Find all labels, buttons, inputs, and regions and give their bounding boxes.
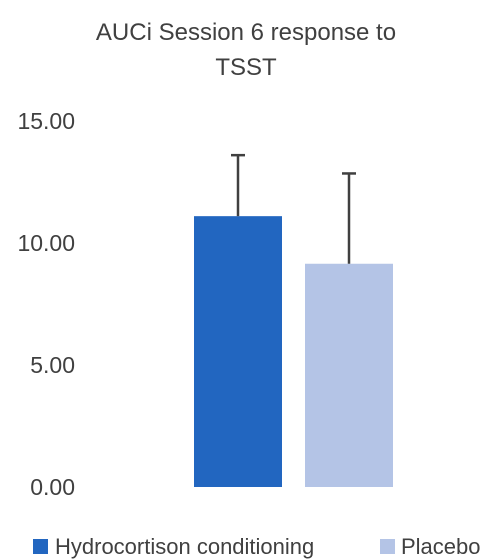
bar-hydrocortison bbox=[194, 216, 282, 487]
legend-label-hydrocortison: Hydrocortison conditioning bbox=[55, 534, 314, 559]
chart-title-line-1: AUCi Session 6 response to bbox=[96, 19, 396, 46]
legend-swatch-hydrocortison bbox=[33, 539, 48, 554]
error-bar-placebo bbox=[342, 172, 356, 264]
y-tick-label: 5.00 bbox=[30, 352, 75, 378]
legend-swatch-placebo bbox=[380, 539, 395, 554]
bars bbox=[194, 216, 393, 487]
legend-label-placebo: Placebo bbox=[401, 534, 481, 559]
legend: Hydrocortison conditioning Placebo bbox=[33, 534, 481, 559]
chart-title-line-2: TSST bbox=[215, 54, 277, 81]
error-bars bbox=[231, 153, 356, 264]
error-bar-hydrocortison bbox=[231, 153, 245, 217]
chart-title: AUCi Session 6 response to TSST bbox=[96, 19, 396, 81]
y-tick-label: 15.00 bbox=[17, 108, 75, 134]
y-tick-label: 10.00 bbox=[17, 230, 75, 256]
y-axis-tick-labels: 0.00 5.00 10.00 15.00 bbox=[17, 108, 75, 500]
y-tick-label: 0.00 bbox=[30, 474, 75, 500]
bar-placebo bbox=[305, 263, 393, 487]
